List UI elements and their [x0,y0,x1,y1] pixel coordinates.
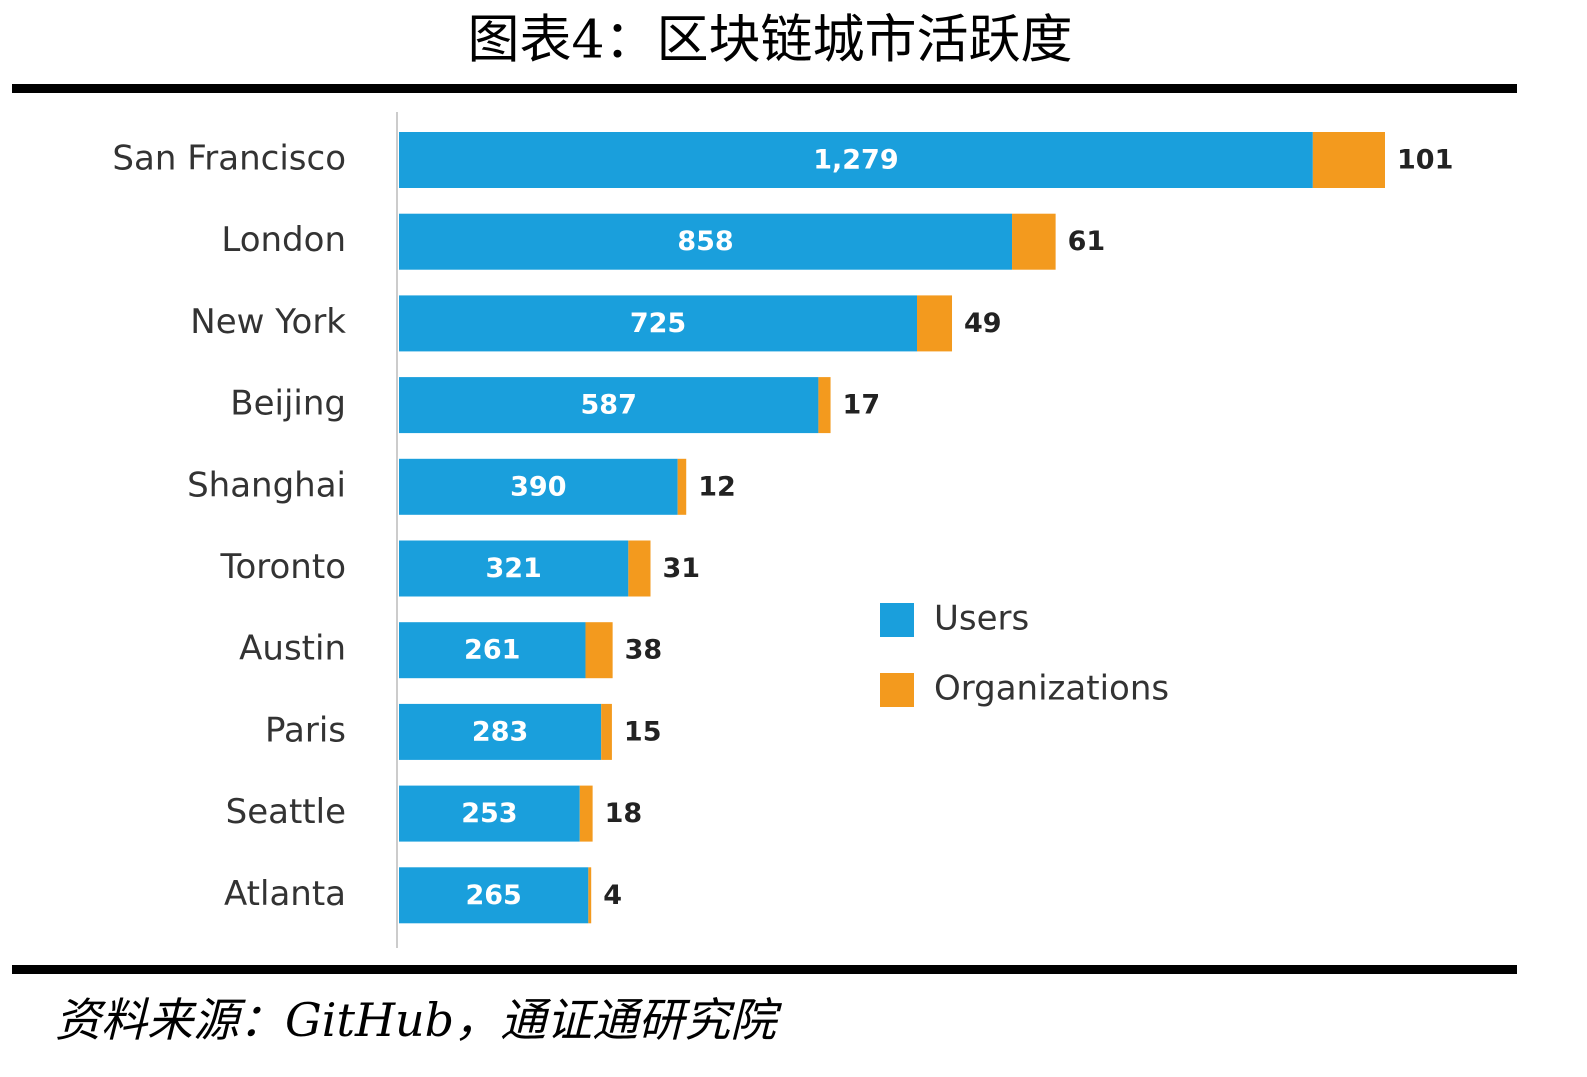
bar-value-label: 261 [464,635,520,666]
bar-value-label: 1,279 [813,145,898,176]
y-tick-label: Austin [239,629,346,669]
bar-segment [399,132,1313,188]
bar-value-label: 390 [510,471,566,502]
bar-segment [399,213,1013,270]
bar-segment [628,540,651,597]
bar-value-label: 49 [964,308,1002,339]
bar-segment [399,785,580,842]
y-tick-label: San Francisco [112,139,346,179]
y-tick-label: New York [190,302,346,342]
bar-segment [579,785,593,842]
bar-segment [917,295,953,352]
y-tick-label: Paris [265,710,346,750]
legend-swatch [880,603,914,637]
bar-value-label: 253 [461,798,517,829]
bar-value-label: 321 [485,553,541,584]
bar-value-label: 38 [625,635,663,666]
bar-segment [585,622,613,679]
bar-value-label: 283 [472,716,528,747]
bar-segment [399,377,819,434]
bar-value-label: 61 [1068,226,1106,257]
y-tick-label: Seattle [226,792,346,832]
bar-value-label: 101 [1397,145,1453,176]
chart-title: 图表4：区块链城市活跃度 [467,11,1072,71]
legend-label: Organizations [934,669,1169,709]
y-tick-label: Beijing [230,384,346,424]
bar-segment [399,295,918,352]
bar-value-label: 587 [581,390,637,421]
bar-segment [588,867,592,924]
bar-value-label: 265 [465,880,521,911]
bar-value-label: 18 [605,798,643,829]
y-tick-label: Shanghai [187,465,346,505]
bar-value-label: 858 [677,226,733,257]
bar-value-label: 12 [698,471,736,502]
y-tick-label: London [221,220,346,260]
bar-segment [399,867,589,924]
bar-segment [399,622,586,679]
bar-value-label: 17 [843,390,881,421]
bottom-rule [12,965,1517,974]
bar-value-label: 725 [630,308,686,339]
bar-segment [818,377,831,434]
bar-segment [399,703,602,760]
bar-segment [399,540,629,597]
bar-segment [677,458,687,515]
legend-label: Users [934,599,1029,639]
legend-swatch [880,673,914,707]
y-tick-label: Toronto [219,547,346,587]
y-tick-label: Atlanta [224,874,346,914]
bar-value-label: 15 [624,716,662,747]
bar-value-label: 31 [663,553,701,584]
top-rule [12,84,1517,93]
bar-value-label: 4 [603,880,622,911]
source-note: 资料来源：GitHub，通证通研究院 [55,993,782,1047]
bar-segment [1312,132,1385,188]
bar-segment [399,458,678,515]
bar-segment [1012,213,1056,270]
bar-segment [601,703,612,760]
